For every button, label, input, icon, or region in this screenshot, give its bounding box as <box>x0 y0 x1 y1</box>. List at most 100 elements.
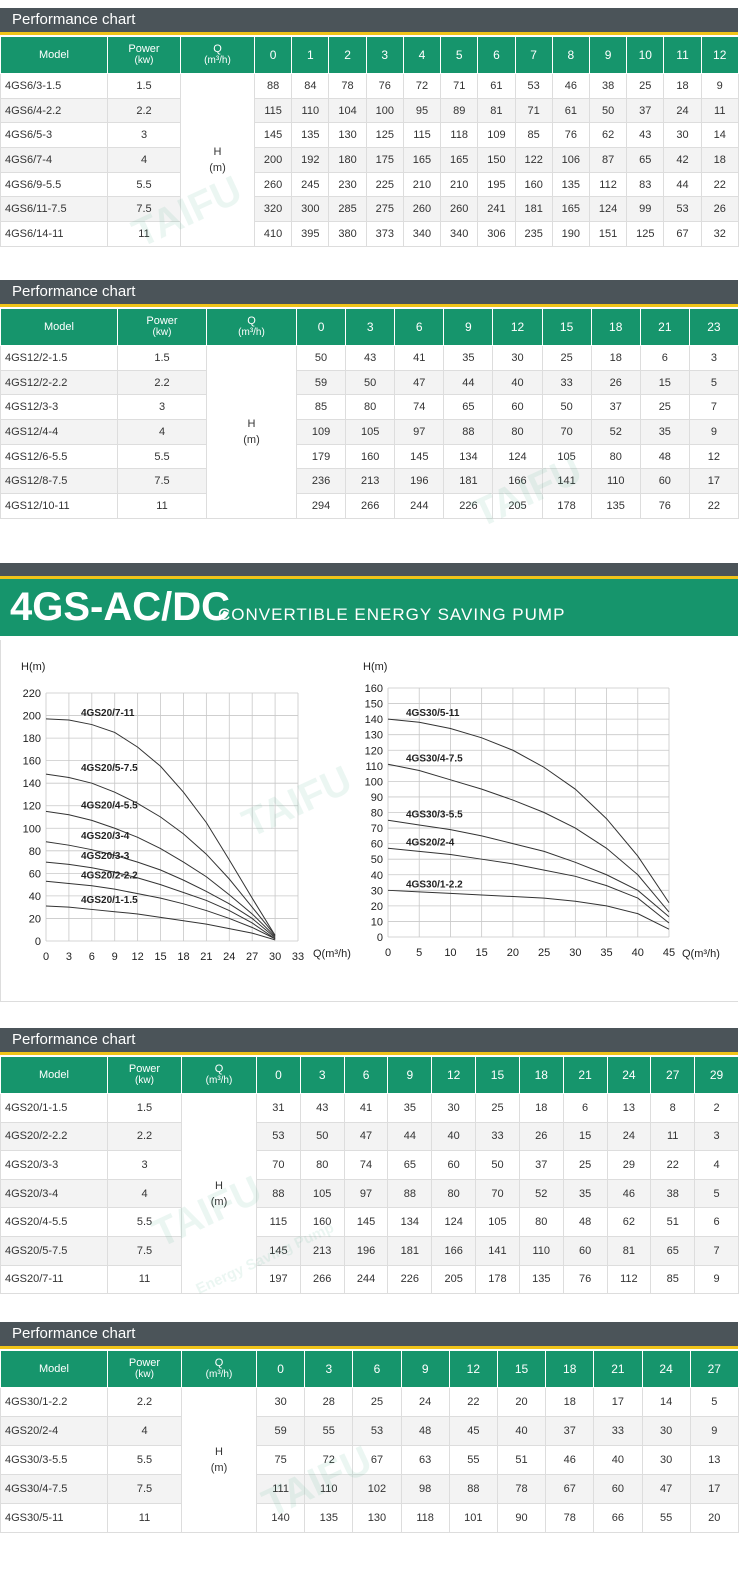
header-text: Q <box>214 1063 224 1075</box>
head-cell: 135 <box>551 171 590 198</box>
data-row: 4GS20/4-5.5 5.5 115 160 145 134 124 105 80 48 62 51… <box>0 1207 739 1237</box>
head-cell: 25 <box>352 1387 402 1417</box>
head-cell: 115 <box>253 97 293 124</box>
model-cell: 4GS12/10-11 <box>0 493 118 519</box>
charts-frame: 0 20 40 60 80 100 120 140 160 180 200 220 0 3 6 9 12 15 18… <box>0 640 738 1002</box>
head-cell: 195 <box>477 171 516 198</box>
data-row: 4GS12/10-11 11 294 266 244 226 205 178 135 76 22 <box>0 493 739 519</box>
header-text: Power <box>128 1063 161 1075</box>
head-label: H <box>247 417 256 430</box>
curve <box>387 847 670 924</box>
model-cell: 4GS12/2-1.5 <box>0 345 118 371</box>
head-cell: 43 <box>299 1093 345 1123</box>
data-row: 4GS30/5-11 11 140 135 130 118 101 90 78 66 55 20 <box>0 1503 739 1533</box>
flow-header: 0 <box>253 36 293 74</box>
model-cell: 4GS12/3-3 <box>0 394 118 421</box>
head-cell: 28 <box>304 1387 354 1417</box>
x-tick-label: 40 <box>632 947 644 959</box>
head-cell: 380 <box>328 221 367 247</box>
head-cell: 225 <box>365 171 404 198</box>
flow-header: 21 <box>562 1056 608 1094</box>
head-cell: 2 <box>694 1093 739 1123</box>
head-cell: 41 <box>343 1093 389 1123</box>
head-cell: 100 <box>365 97 404 124</box>
head-cell: 105 <box>299 1178 345 1209</box>
head-cell: 4 <box>694 1150 739 1180</box>
head-cell: 24 <box>663 97 702 124</box>
head-cell: 17 <box>688 468 739 495</box>
curve <box>45 861 276 940</box>
head-cell: 150 <box>477 147 516 173</box>
power-cell: 4 <box>107 1416 182 1446</box>
data-row: 4GS6/3-1.5 1.5 H (m) 88 84 78 76 72 71 61 53 46 38 25 1… <box>0 73 739 247</box>
head-cell: 130 <box>352 1503 402 1533</box>
head-cell: 266 <box>345 493 396 519</box>
y-tick-label: 220 <box>23 688 41 700</box>
data-row: 4GS20/2-4 4 59 55 53 48 45 40 37 33 30 9 <box>0 1416 739 1446</box>
y-tick-label: 180 <box>23 733 41 745</box>
y-tick-label: 40 <box>371 870 383 882</box>
head-cell: 110 <box>590 468 641 495</box>
head-cell: 71 <box>514 97 553 124</box>
flow-header: 3 <box>345 308 396 346</box>
head-unit: (m) <box>243 433 260 446</box>
header-row: Model Power (kw) Q (m³/h) 0 3 6 9 12 15 18 21 24 27 <box>0 1350 739 1388</box>
head-label: H <box>215 1179 223 1192</box>
data-row: 4GS20/7-11 11 197 266 244 226 205 178 135 76 112 85… <box>0 1264 739 1295</box>
head-cell: 190 <box>551 221 590 247</box>
head-cell: 230 <box>328 171 367 198</box>
curve-label: 4GS20/3-3 <box>81 851 130 862</box>
flow-header: 3 <box>365 36 404 74</box>
head-cell: 60 <box>562 1235 608 1266</box>
head-cell: 52 <box>590 419 641 445</box>
power-cell: 5.5 <box>117 443 207 470</box>
y-tick-label: 70 <box>371 823 383 835</box>
data-row: 4GS6/9-5.5 5.5 260 245 230 225 210 210 195 160 135… <box>0 171 739 198</box>
head-cell: 294 <box>295 493 347 519</box>
head-cell: 84 <box>291 73 330 99</box>
power-cell: 5.5 <box>107 171 181 198</box>
head-cell: 115 <box>402 122 442 149</box>
head-cell: 67 <box>352 1445 402 1475</box>
head-cell: 74 <box>343 1150 389 1180</box>
header-unit: (kw) <box>135 1075 154 1086</box>
power-cell: 11 <box>107 1503 182 1533</box>
flow-header: 7 <box>514 36 553 74</box>
header-cell: Power (kw) <box>117 308 207 346</box>
flow-header: 3 <box>304 1350 354 1388</box>
head-cell: 76 <box>365 73 404 99</box>
head-cell: 160 <box>299 1207 345 1237</box>
power-cell: 1.5 <box>117 345 207 371</box>
head-cell: 76 <box>551 122 590 149</box>
header-cell: Q (m³/h) <box>181 1056 257 1094</box>
power-cell: 5.5 <box>107 1207 182 1237</box>
flow-header: 21 <box>639 308 690 346</box>
power-cell: 4 <box>107 1178 182 1209</box>
model-cell: 4GS30/3-5.5 <box>0 1445 108 1475</box>
head-cell: 236 <box>295 468 347 495</box>
head-cell: 78 <box>545 1503 595 1533</box>
table-section: Performance chart Model Power (kw) Q (m³/h) 0 3… <box>0 280 739 519</box>
head-cell: 124 <box>492 443 543 470</box>
data-row: 4GS20/3-3 3 70 80 74 65 60 50 37 25 29 22 4 <box>0 1150 739 1180</box>
x-tick-label: 3 <box>66 951 72 963</box>
head-cell: 145 <box>256 1235 301 1266</box>
y-tick-label: 140 <box>23 778 41 790</box>
y-tick-label: 200 <box>23 711 41 723</box>
data-row: 4GS6/11-7.5 7.5 320 300 285 275 260 260 241 181 16… <box>0 196 739 223</box>
head-label: H <box>213 145 222 158</box>
header-unit: (m³/h) <box>205 1369 233 1380</box>
head-cell: 9 <box>694 1264 739 1295</box>
model-cell: 4GS12/2-2.2 <box>0 369 118 396</box>
performance-table: Model Power (kw) Q (m³/h) 0 3 6 9 12 15 18 21 24 27 4GS… <box>0 1350 739 1533</box>
head-cell: 235 <box>514 221 553 247</box>
flow-header: 3 <box>299 1056 345 1094</box>
head-cell: 134 <box>387 1207 433 1237</box>
header-cell: Q (m³/h) <box>181 1350 257 1388</box>
header-unit: (m³/h) <box>204 55 231 66</box>
curve <box>45 905 276 941</box>
head-cell: 135 <box>291 122 330 149</box>
head-cell: 141 <box>541 468 592 495</box>
header-unit: (m³/h) <box>238 327 265 338</box>
